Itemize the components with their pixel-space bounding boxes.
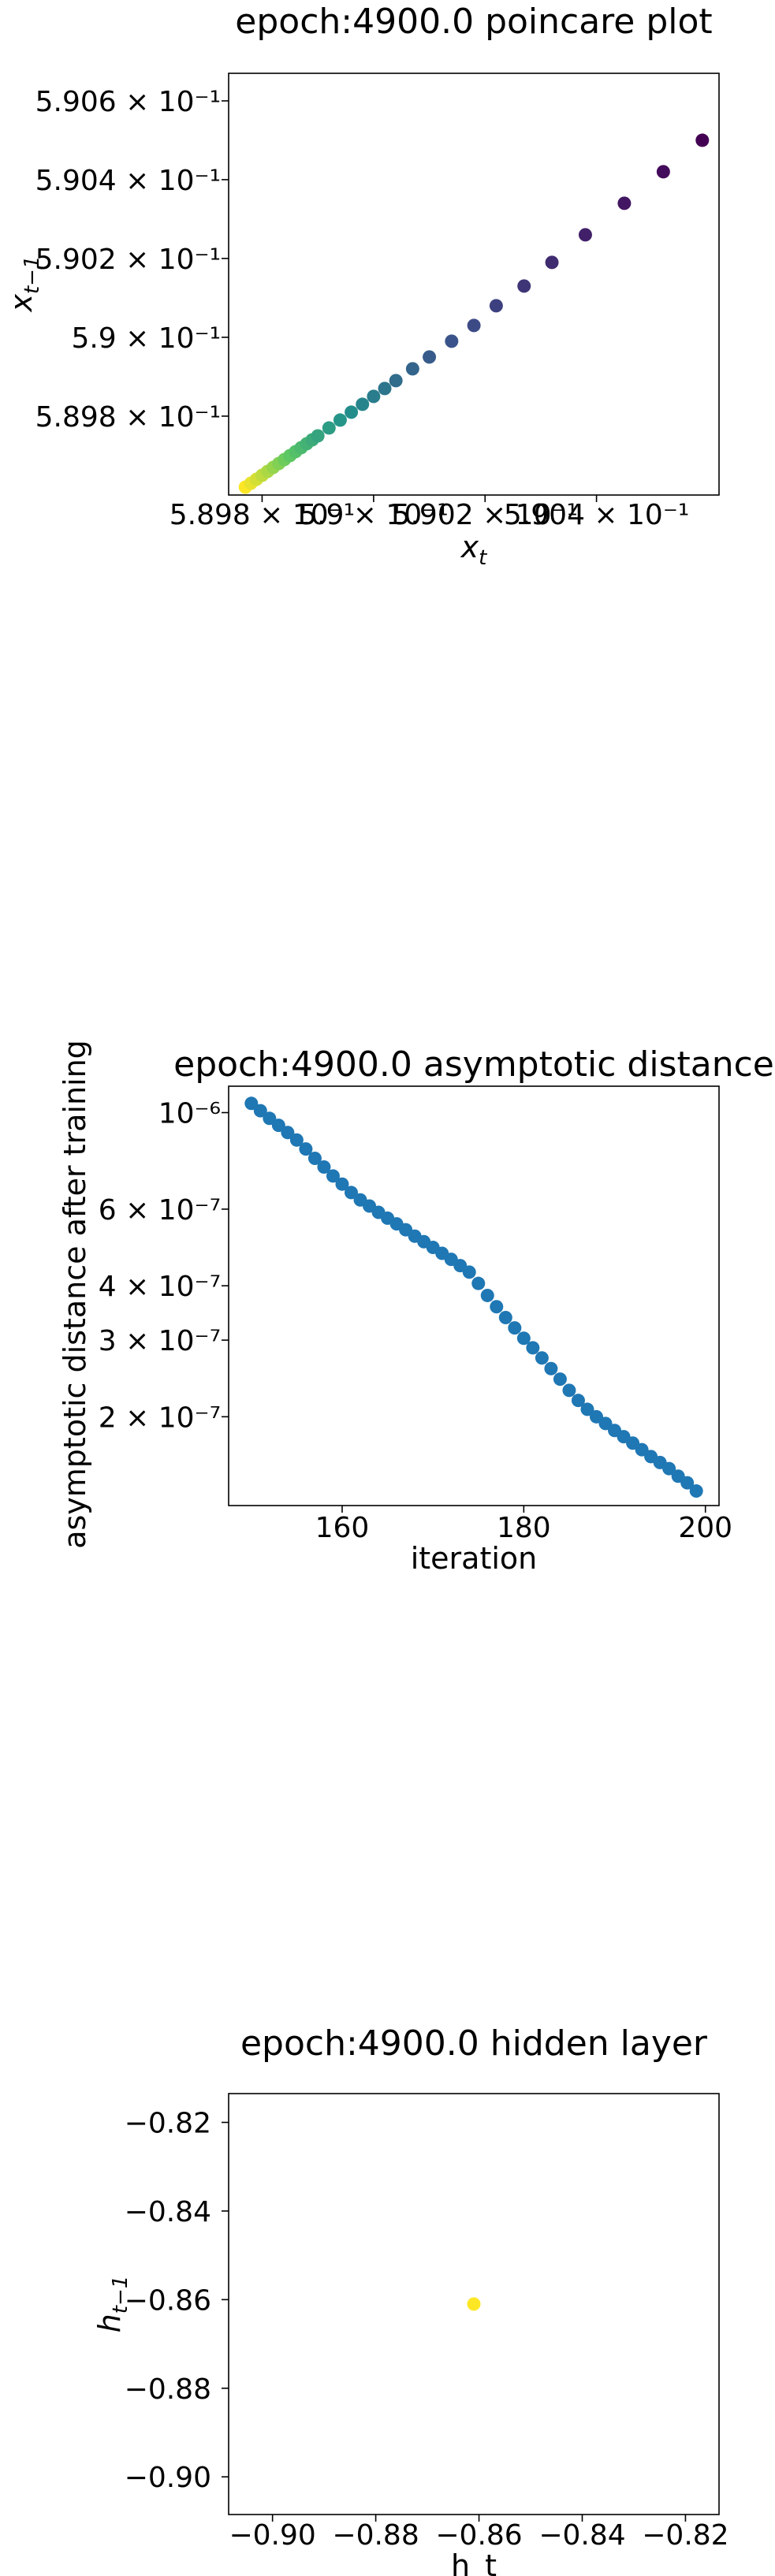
data-point bbox=[526, 1341, 540, 1355]
y-axis-label: asymptotic distance after training bbox=[58, 1040, 92, 1549]
x-axis-label: h_t bbox=[451, 2548, 497, 2576]
data-point bbox=[467, 2297, 481, 2311]
x-tick-label: 200 bbox=[678, 1512, 732, 1544]
x-axis-label: iteration bbox=[411, 1541, 538, 1576]
x-tick-label: −0.84 bbox=[538, 2519, 625, 2552]
x-tick-label: 5.898 × 10⁻¹ bbox=[170, 499, 355, 531]
data-point bbox=[535, 1351, 549, 1365]
data-point bbox=[389, 374, 403, 388]
data-point bbox=[345, 1186, 358, 1200]
y-tick-label: 6 × 10⁻⁷ bbox=[99, 1194, 221, 1227]
data-point bbox=[335, 1177, 349, 1191]
data-point bbox=[253, 1104, 267, 1118]
x-tick-label: −0.86 bbox=[435, 2519, 522, 2552]
y-tick-label: −0.90 bbox=[125, 2462, 211, 2494]
data-point bbox=[571, 1394, 585, 1408]
data-point bbox=[281, 1126, 295, 1140]
data-point bbox=[598, 1416, 613, 1431]
data-point bbox=[553, 1372, 567, 1387]
y-tick-label: −0.88 bbox=[125, 2373, 211, 2406]
chart-3: epoch:4900.0 hidden layer −0.90 −0.88 −0.86… bbox=[92, 2023, 729, 2576]
data-point bbox=[462, 1265, 476, 1279]
x-tick-label: −0.90 bbox=[229, 2519, 315, 2552]
y-tick-label: −0.86 bbox=[125, 2284, 211, 2317]
chart-title: epoch:4900.0 asymptotic distance bbox=[173, 1044, 774, 1085]
chart-title: epoch:4900.0 hidden layer bbox=[240, 2023, 708, 2064]
x-tick-label: −0.82 bbox=[642, 2519, 728, 2552]
data-point bbox=[367, 389, 381, 404]
plot-frame bbox=[228, 73, 720, 496]
data-point bbox=[490, 1300, 504, 1314]
data-point bbox=[617, 196, 632, 210]
data-point bbox=[562, 1383, 576, 1398]
y-tick-label: 5.902 × 10⁻¹ bbox=[35, 244, 221, 276]
data-point bbox=[317, 1160, 331, 1174]
data-point bbox=[480, 1288, 494, 1302]
x-tick-label: 180 bbox=[497, 1512, 551, 1544]
y-tick-label: −0.84 bbox=[125, 2196, 211, 2228]
data-point bbox=[516, 1331, 531, 1346]
y-tick-label: 5.898 × 10⁻¹ bbox=[35, 401, 221, 434]
data-point bbox=[471, 1276, 486, 1290]
data-point bbox=[333, 413, 347, 427]
data-point bbox=[544, 1361, 558, 1375]
y-tick-label: 10⁻⁶ bbox=[158, 1098, 221, 1130]
y-tick-label: 5.9 × 10⁻¹ bbox=[71, 322, 221, 355]
y-tick-label: 2 × 10⁻⁷ bbox=[99, 1402, 221, 1434]
y-tick-label: 5.904 × 10⁻¹ bbox=[35, 165, 221, 197]
data-point bbox=[695, 133, 710, 147]
data-point bbox=[423, 350, 437, 364]
y-tick-label: 4 × 10⁻⁷ bbox=[99, 1271, 221, 1303]
data-point bbox=[635, 1442, 649, 1457]
x-tick-label: 5.902 × 10⁻¹ bbox=[393, 499, 578, 531]
data-point bbox=[578, 228, 592, 242]
data-point bbox=[498, 1311, 512, 1325]
y-axis-label: ht−1 bbox=[92, 2276, 132, 2333]
data-point bbox=[662, 1461, 676, 1476]
data-point bbox=[307, 1152, 322, 1166]
chart-title: epoch:4900.0 poincare plot bbox=[235, 2, 712, 42]
y-tick-label: −0.82 bbox=[125, 2108, 211, 2140]
data-point bbox=[467, 318, 481, 333]
y-tick-label: 3 × 10⁻⁷ bbox=[99, 1325, 221, 1357]
plot-frame bbox=[228, 2093, 720, 2515]
data-point bbox=[517, 279, 531, 293]
data-point bbox=[271, 1119, 285, 1133]
data-point bbox=[580, 1402, 594, 1416]
x-tick-label: 160 bbox=[315, 1512, 370, 1544]
data-point bbox=[244, 1096, 259, 1111]
data-point bbox=[311, 429, 325, 443]
chart-2: epoch:4900.0 asymptotic distance 160 180 20… bbox=[58, 1040, 774, 1576]
x-tick-label: −0.88 bbox=[332, 2519, 419, 2552]
data-point bbox=[545, 255, 559, 270]
data-point bbox=[656, 165, 670, 179]
y-axis-label: xt−1 bbox=[4, 255, 44, 312]
data-point bbox=[345, 405, 359, 419]
data-point bbox=[508, 1321, 522, 1335]
data-point bbox=[299, 1142, 313, 1156]
data-point bbox=[289, 1133, 304, 1147]
data-point bbox=[326, 1169, 340, 1183]
data-point bbox=[378, 382, 392, 396]
data-point bbox=[680, 1476, 695, 1490]
x-tick-label: 5.904 × 10⁻¹ bbox=[504, 499, 689, 531]
plot-frame bbox=[228, 1085, 720, 1506]
x-tick-label: 5.9 × 10⁻¹ bbox=[299, 499, 449, 531]
data-point bbox=[322, 421, 336, 435]
data-point bbox=[689, 1484, 703, 1498]
data-point bbox=[263, 1111, 277, 1126]
data-point bbox=[445, 334, 459, 348]
data-point bbox=[489, 299, 503, 313]
y-tick-label: 5.906 × 10⁻¹ bbox=[35, 86, 221, 118]
data-point bbox=[405, 362, 419, 376]
data-point bbox=[356, 397, 370, 411]
x-axis-label: xt bbox=[460, 530, 488, 570]
